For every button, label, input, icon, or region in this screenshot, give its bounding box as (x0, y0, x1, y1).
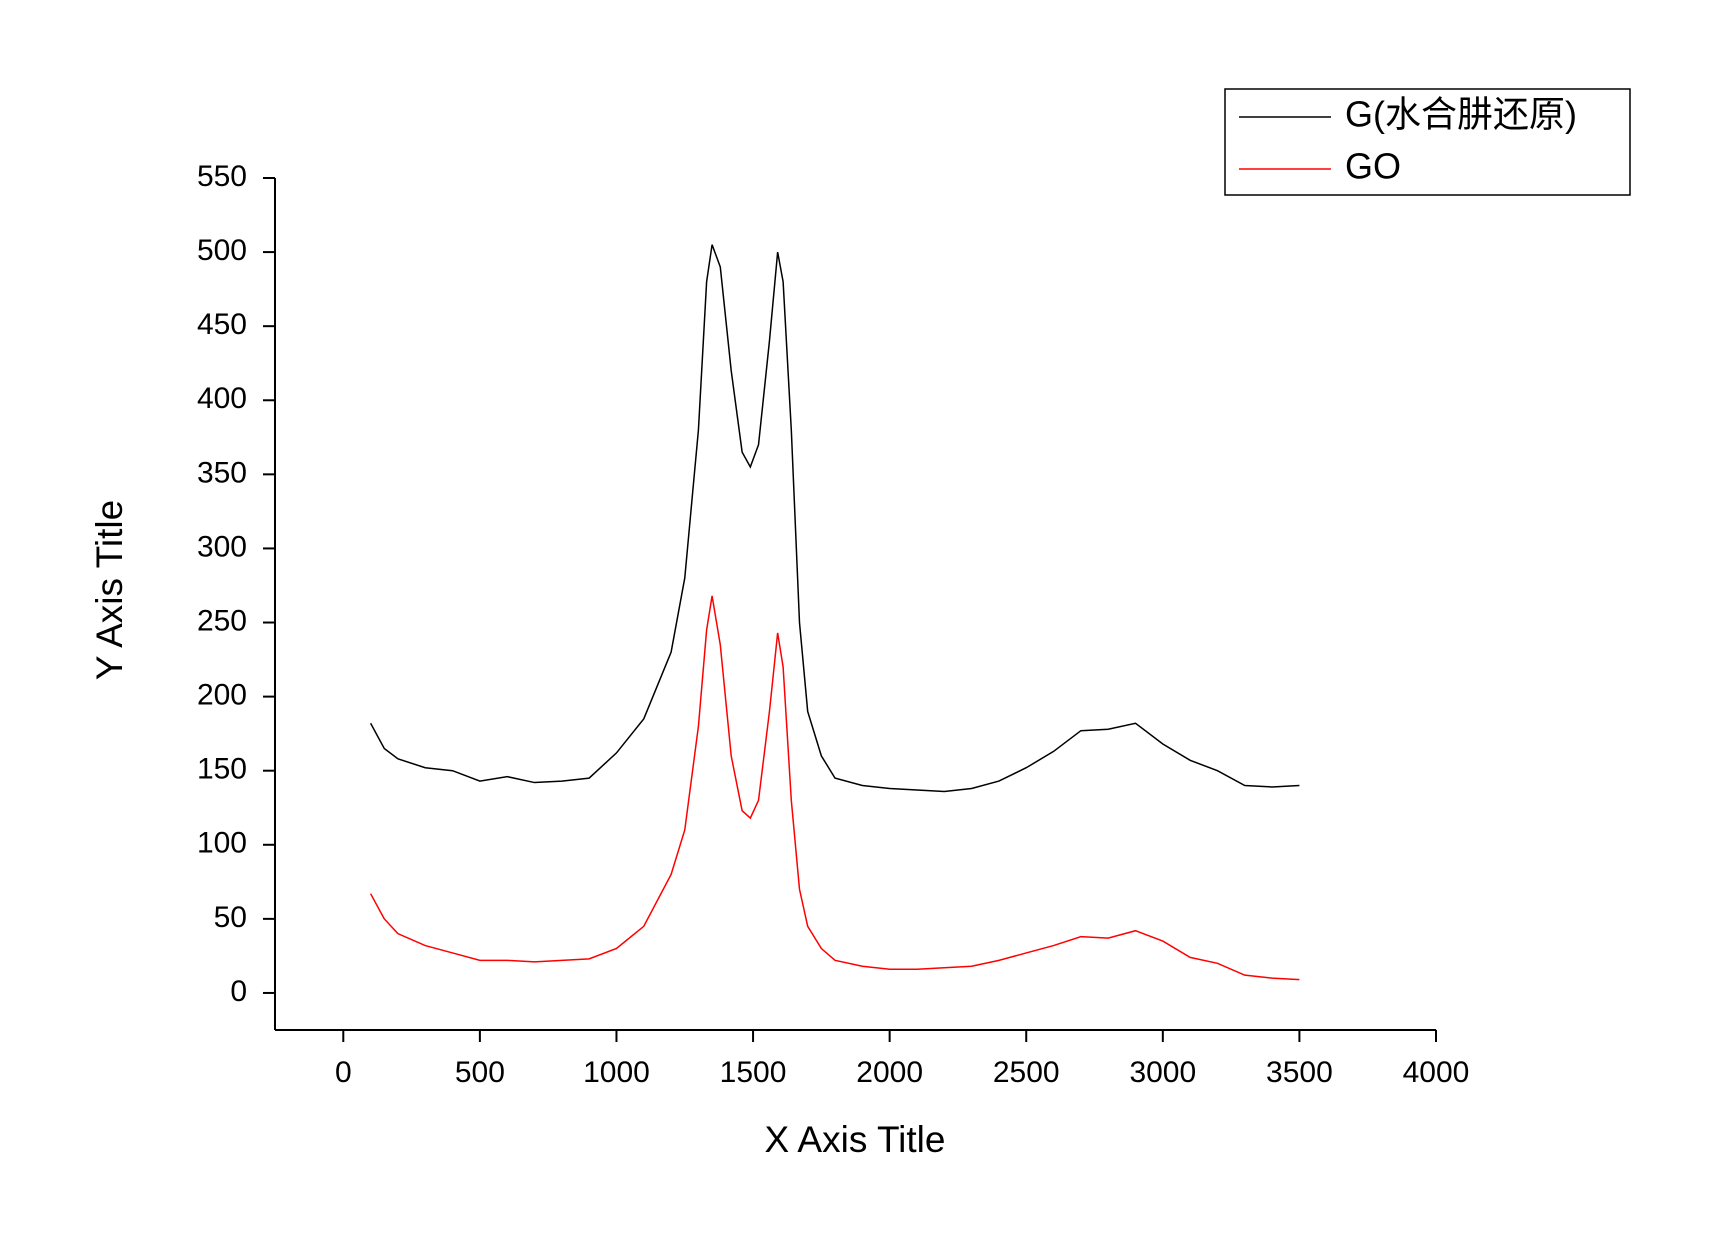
y-tick-label: 500 (197, 234, 247, 267)
x-tick-label: 2000 (856, 1056, 923, 1089)
y-tick-label: 350 (197, 456, 247, 489)
y-tick-label: 450 (197, 308, 247, 341)
y-tick-label: 200 (197, 679, 247, 712)
y-tick-label: 100 (197, 827, 247, 860)
x-tick-label: 2500 (993, 1056, 1060, 1089)
y-tick-label: 0 (230, 975, 247, 1008)
y-tick-label: 550 (197, 160, 247, 193)
y-tick-label: 150 (197, 753, 247, 786)
data-line (369, 244, 1300, 793)
y-tick-label: 250 (197, 604, 247, 637)
legend-label: GO (1345, 146, 1401, 187)
y-tick-label: 50 (214, 901, 247, 934)
legend-box (1224, 88, 1631, 196)
x-tick-label: 0 (335, 1056, 352, 1089)
x-tick-label: 3500 (1266, 1056, 1333, 1089)
x-tick-label: 4000 (1403, 1056, 1470, 1089)
data-line (369, 595, 1300, 981)
x-tick-label: 500 (455, 1056, 505, 1089)
y-tick-label: 300 (197, 530, 247, 563)
legend-label: G(水合肼还原) (1345, 94, 1577, 135)
y-tick-label: 400 (197, 382, 247, 415)
y-axis-title: Y Axis Title (89, 500, 130, 680)
x-tick-label: 1000 (583, 1056, 650, 1089)
x-tick-label: 1500 (720, 1056, 787, 1089)
x-axis-title: X Axis Title (765, 1119, 946, 1160)
x-tick-label: 3000 (1129, 1056, 1196, 1089)
